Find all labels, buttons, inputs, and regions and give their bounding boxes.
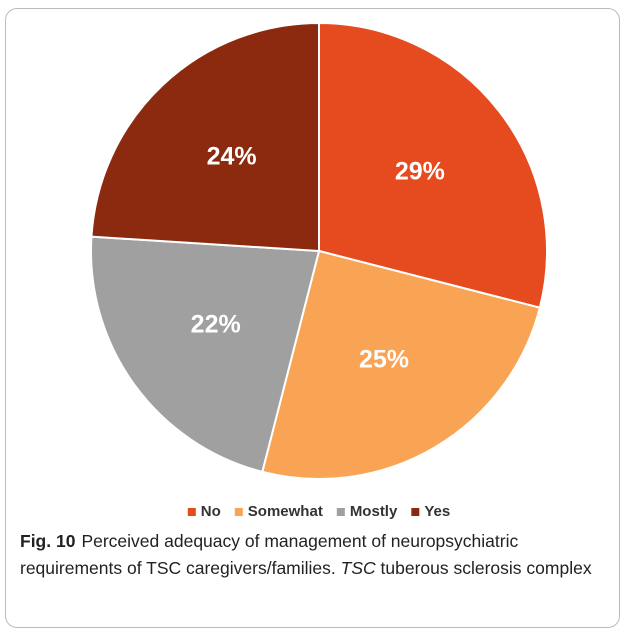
legend-label: Mostly <box>350 503 398 520</box>
caption-abbr: TSC <box>340 558 376 578</box>
legend-swatch <box>187 508 196 516</box>
data-label: 25% <box>359 346 409 374</box>
caption-label: Fig. 10 <box>20 531 76 551</box>
caption-abbr-text: tuberous sclerosis complex <box>380 558 592 578</box>
pie-slice <box>261 249 542 480</box>
page: 29% 25% 22% 24% No Somewhat Mostly Yes Fig. 10 P… <box>5 8 620 628</box>
legend-label: Somewhat <box>248 503 323 520</box>
caption: Fig. 10 Perceived adequacy of management … <box>20 528 610 582</box>
data-label: 24% <box>207 143 257 171</box>
legend-swatch <box>411 508 420 516</box>
data-label: 22% <box>191 311 241 339</box>
legend-label: No <box>201 503 221 520</box>
data-label: 29% <box>395 157 445 185</box>
caption-text: Perceived adequacy of management of neur… <box>20 531 519 578</box>
legend-swatch <box>336 508 345 516</box>
legend-label: Yes <box>424 503 450 520</box>
chart: 29% 25% 22% 24% No Somewhat Mostly Yes <box>90 21 548 520</box>
pie-slice <box>318 21 548 309</box>
legend-swatch <box>234 508 243 516</box>
pie-slice <box>90 235 321 474</box>
pie-slice <box>90 21 320 253</box>
